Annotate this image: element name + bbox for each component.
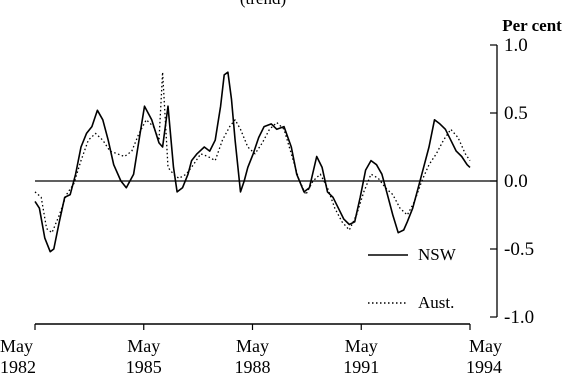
y-tick-label: 1.0 bbox=[504, 35, 528, 56]
x-tick-label-month: May bbox=[469, 336, 502, 356]
title-fragment: (trend) bbox=[240, 0, 286, 8]
axes: 1.00.50.0-0.5-1.0May1982May1985May1988Ma… bbox=[0, 35, 534, 377]
series-line-nsw bbox=[34, 71, 471, 253]
y-tick-label: -0.5 bbox=[504, 239, 534, 260]
legend-label-aust: Aust. bbox=[418, 293, 454, 312]
series-layer bbox=[34, 71, 471, 253]
x-tick-label-month: May bbox=[0, 336, 33, 356]
x-tick-label-year: 1988 bbox=[235, 357, 271, 377]
series-line-aust bbox=[34, 71, 471, 234]
x-tick-label-year: 1982 bbox=[0, 357, 36, 377]
x-tick-label-year: 1991 bbox=[343, 357, 379, 377]
x-tick-label-month: May bbox=[127, 336, 160, 356]
y-tick-label: 0.5 bbox=[504, 103, 528, 124]
legend: NSW Aust. bbox=[368, 245, 457, 312]
y-tick-label: 0.0 bbox=[504, 171, 528, 192]
y-tick-label: -1.0 bbox=[504, 307, 534, 328]
x-tick-label-year: 1994 bbox=[466, 357, 502, 377]
x-tick-label-month: May bbox=[345, 336, 378, 356]
unit-label: Per cent bbox=[502, 16, 562, 35]
legend-label-nsw: NSW bbox=[418, 245, 457, 264]
x-tick-label-month: May bbox=[236, 336, 269, 356]
x-tick-label-year: 1985 bbox=[126, 357, 162, 377]
